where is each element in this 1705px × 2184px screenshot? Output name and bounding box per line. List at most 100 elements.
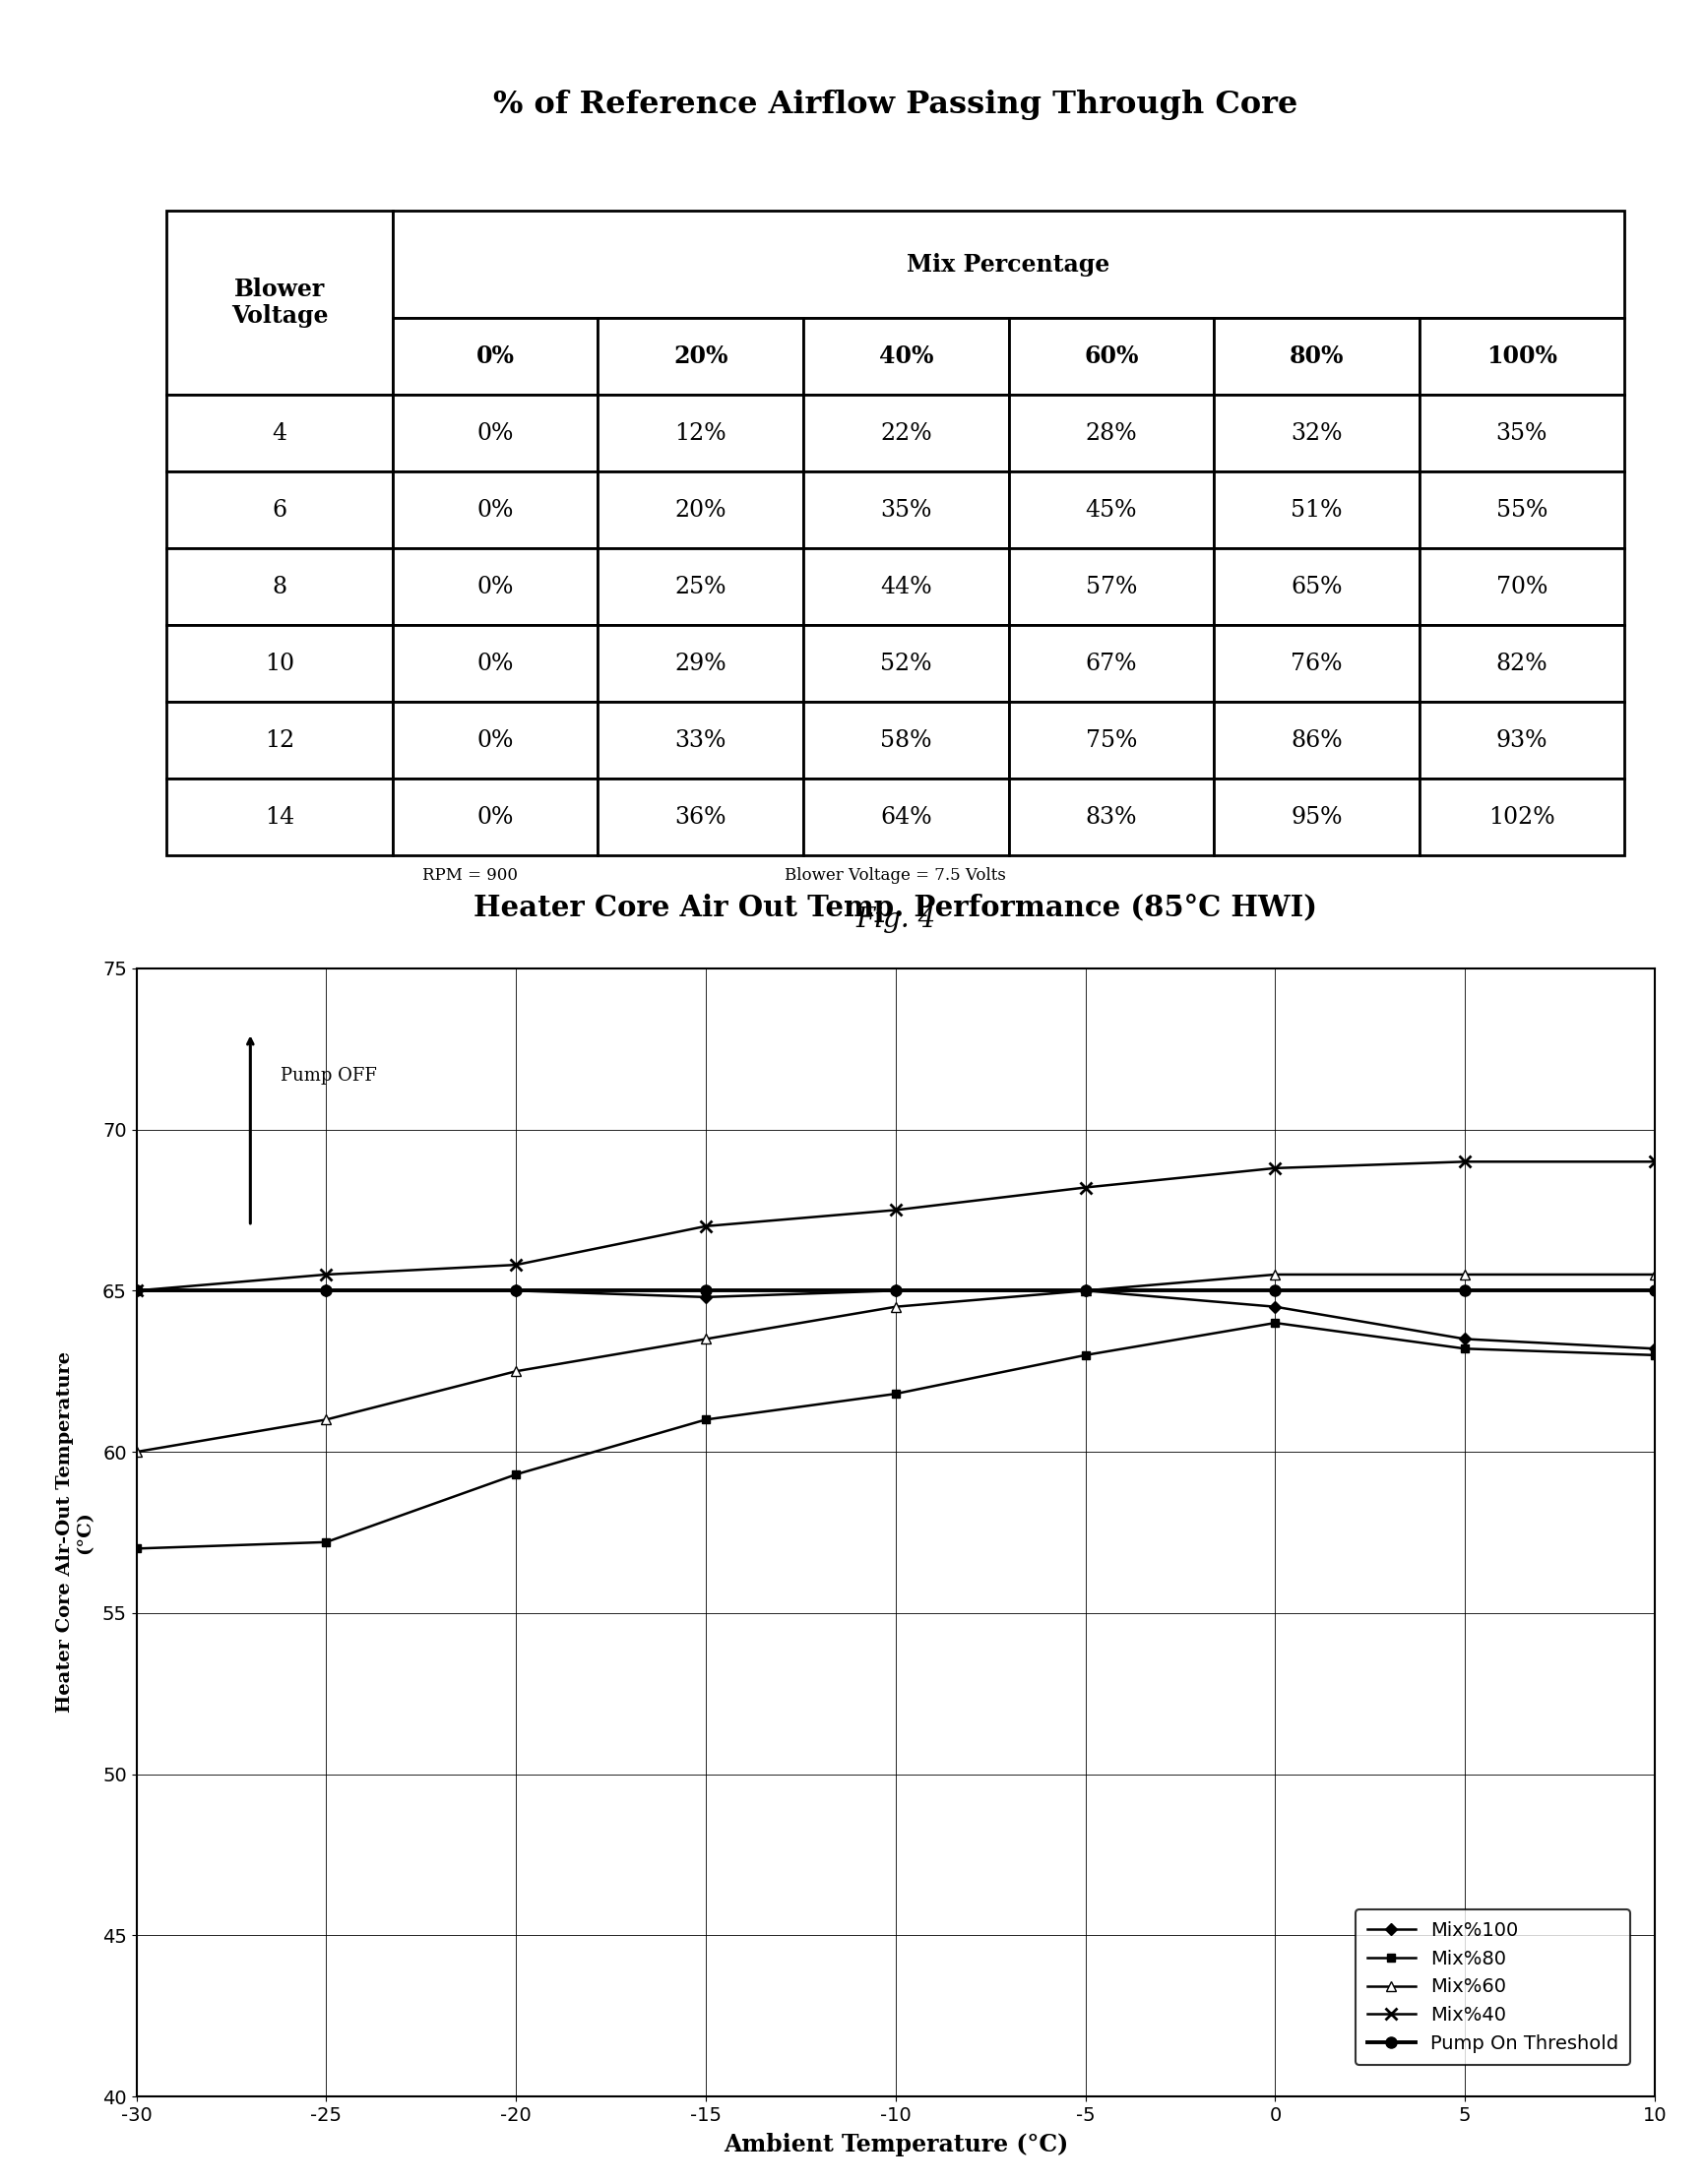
Text: 52%: 52% [880,653,931,675]
Pump On Threshold [1074,1278,1095,1304]
Text: 35%: 35% [880,498,931,522]
Bar [1214,472,1419,548]
Mix%80 [126,1535,147,1562]
Bar [392,625,598,701]
Bar [1008,472,1214,548]
Bar [392,472,598,548]
Bar [1008,780,1214,856]
Text: 67%: 67% [1084,653,1137,675]
Mix%60 [696,1326,716,1352]
Text: 64%: 64% [880,806,931,828]
Bar [1214,625,1419,701]
Bar [167,701,392,780]
Text: 40%: 40% [878,345,933,369]
Text: 55%: 55% [1495,498,1546,522]
Bar [803,395,1008,472]
Bar [598,472,803,548]
Bar [1214,319,1419,395]
Text: Blower
Voltage: Blower Voltage [232,277,327,328]
Text: 44%: 44% [880,574,931,598]
Text: 10: 10 [264,653,295,675]
Text: 32%: 32% [1291,422,1342,446]
Bar [392,210,1623,319]
Text: 29%: 29% [673,653,726,675]
Text: 83%: 83% [1084,806,1137,828]
Line: Mix%80: Mix%80 [133,1319,1657,1553]
Pump On Threshold [1644,1278,1664,1304]
Pump On Threshold [315,1278,336,1304]
Pump On Threshold [126,1278,147,1304]
Text: 75%: 75% [1084,729,1136,751]
Pump On Threshold [885,1278,905,1304]
Text: 35%: 35% [1495,422,1546,446]
Bar [803,319,1008,395]
Mix%80 [1454,1337,1475,1363]
Mix%40 [315,1262,336,1289]
Text: 25%: 25% [675,574,726,598]
Bar [1419,701,1623,780]
Title: Heater Core Air Out Temp. Performance (85°C HWI): Heater Core Air Out Temp. Performance (8… [474,893,1316,922]
Text: 6: 6 [273,498,286,522]
Text: 36%: 36% [675,806,726,828]
Mix%80 [696,1406,716,1433]
Bar [598,625,803,701]
Text: 58%: 58% [880,729,931,751]
Mix%40 [885,1197,905,1223]
Text: 0%: 0% [476,345,515,369]
Text: 82%: 82% [1495,653,1546,675]
Bar [1419,548,1623,625]
Mix%100 [1265,1293,1286,1319]
Mix%40 [1265,1155,1286,1182]
Bar [167,780,392,856]
Line: Mix%40: Mix%40 [130,1155,1661,1297]
Text: % of Reference Airflow Passing Through Core: % of Reference Airflow Passing Through C… [493,90,1298,120]
Mix%80 [315,1529,336,1555]
Text: Mix Percentage: Mix Percentage [907,253,1110,275]
Bar [167,625,392,701]
Text: 22%: 22% [880,422,931,446]
Bar [803,548,1008,625]
Text: 14: 14 [264,806,295,828]
Y-axis label: Heater Core Air-Out Temperature
(°C): Heater Core Air-Out Temperature (°C) [56,1352,94,1712]
Bar [167,395,392,472]
Mix%100 [506,1278,527,1304]
Line: Pump On Threshold: Pump On Threshold [131,1284,1659,1295]
Bar [392,319,598,395]
Bar [803,701,1008,780]
Text: 0%: 0% [477,498,513,522]
Mix%80 [1265,1310,1286,1337]
Bar [392,395,598,472]
Mix%60 [1454,1262,1475,1289]
Text: Blower Voltage = 7.5 Volts: Blower Voltage = 7.5 Volts [784,867,1006,885]
Line: Mix%100: Mix%100 [133,1286,1657,1352]
Bar [598,319,803,395]
Text: 0%: 0% [477,653,513,675]
Mix%40 [1074,1175,1095,1201]
Mix%40 [506,1251,527,1278]
Bar [1419,472,1623,548]
Text: 93%: 93% [1495,729,1546,751]
Bar [1214,780,1419,856]
Text: 80%: 80% [1289,345,1344,369]
Bar [167,210,392,395]
Bar [1008,548,1214,625]
Mix%60 [126,1439,147,1465]
Mix%100 [315,1278,336,1304]
Mix%40 [696,1212,716,1238]
Bar [392,701,598,780]
Mix%80 [1644,1341,1664,1367]
Pump On Threshold [506,1278,527,1304]
Text: 28%: 28% [1084,422,1137,446]
Mix%80 [885,1380,905,1406]
Bar [392,548,598,625]
Bar [1008,701,1214,780]
Text: 100%: 100% [1485,345,1557,369]
Bar [392,780,598,856]
Pump On Threshold [696,1278,716,1304]
Text: 12: 12 [264,729,295,751]
Bar [1419,395,1623,472]
Bar [1214,395,1419,472]
Text: 76%: 76% [1291,653,1342,675]
Pump On Threshold [1265,1278,1286,1304]
Legend: Mix%100, Mix%80, Mix%60, Mix%40, Pump On Threshold: Mix%100, Mix%80, Mix%60, Mix%40, Pump On… [1355,1909,1628,2064]
